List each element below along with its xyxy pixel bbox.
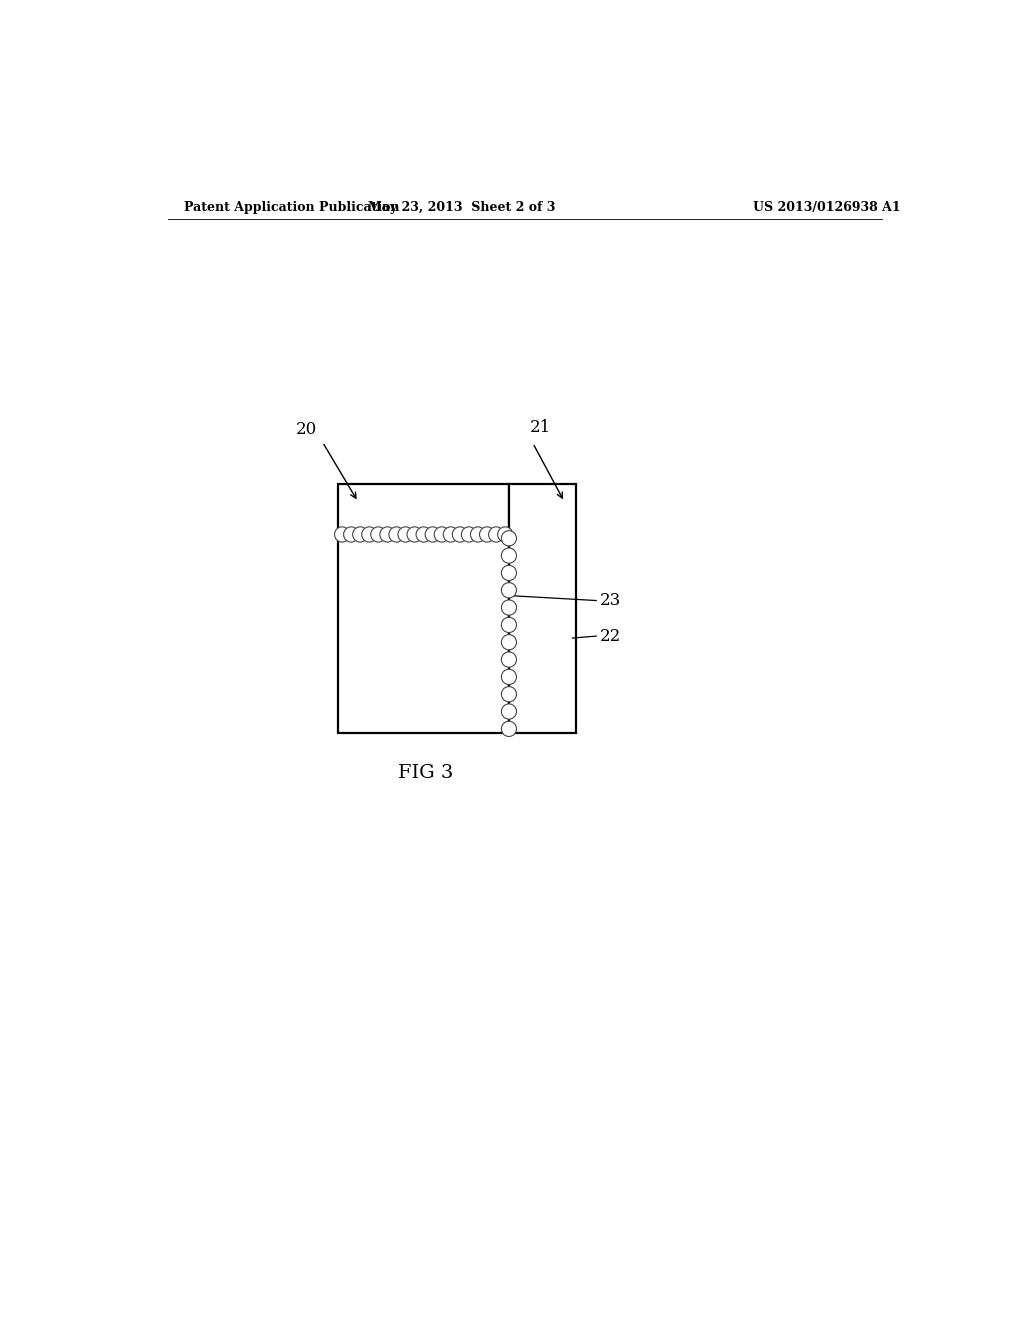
Ellipse shape <box>502 582 516 598</box>
Ellipse shape <box>352 527 368 543</box>
Text: 23: 23 <box>600 593 622 609</box>
Ellipse shape <box>502 601 516 615</box>
Ellipse shape <box>470 527 485 543</box>
Ellipse shape <box>407 527 422 543</box>
Ellipse shape <box>443 527 459 543</box>
Ellipse shape <box>398 527 413 543</box>
Ellipse shape <box>434 527 450 543</box>
Ellipse shape <box>502 652 516 667</box>
Text: 22: 22 <box>600 627 622 644</box>
Ellipse shape <box>389 527 404 543</box>
Ellipse shape <box>425 527 440 543</box>
Ellipse shape <box>344 527 358 543</box>
Ellipse shape <box>502 721 516 737</box>
Ellipse shape <box>380 527 395 543</box>
Ellipse shape <box>502 704 516 719</box>
Ellipse shape <box>361 527 377 543</box>
Ellipse shape <box>502 548 516 564</box>
Ellipse shape <box>416 527 431 543</box>
Ellipse shape <box>502 686 516 702</box>
Ellipse shape <box>488 527 504 543</box>
Ellipse shape <box>502 618 516 632</box>
Text: 21: 21 <box>530 420 551 436</box>
Bar <box>509 483 577 733</box>
Text: Patent Application Publication: Patent Application Publication <box>183 201 399 214</box>
Bar <box>338 483 509 733</box>
Ellipse shape <box>502 669 516 685</box>
Ellipse shape <box>502 635 516 649</box>
Ellipse shape <box>502 565 516 581</box>
Ellipse shape <box>479 527 495 543</box>
Text: FIG 3: FIG 3 <box>398 764 454 783</box>
Text: US 2013/0126938 A1: US 2013/0126938 A1 <box>753 201 900 214</box>
Text: 20: 20 <box>296 421 317 438</box>
Ellipse shape <box>498 527 513 543</box>
Ellipse shape <box>371 527 386 543</box>
Text: May 23, 2013  Sheet 2 of 3: May 23, 2013 Sheet 2 of 3 <box>368 201 555 214</box>
Ellipse shape <box>502 531 516 546</box>
Ellipse shape <box>462 527 476 543</box>
Ellipse shape <box>335 527 349 543</box>
Ellipse shape <box>453 527 467 543</box>
